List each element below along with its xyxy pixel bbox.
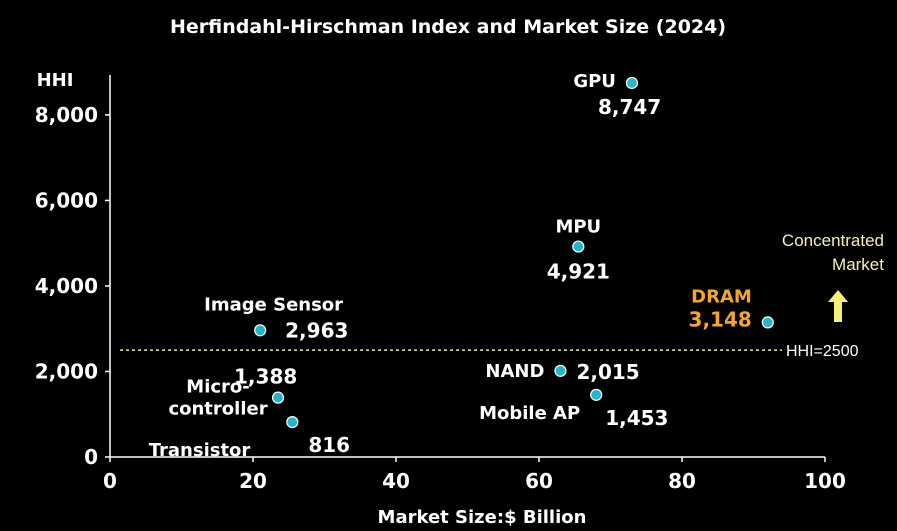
point-value-label: 1,388 (234, 365, 297, 389)
chart-title: Herfindahl-Hirschman Index and Market Si… (170, 16, 726, 38)
point-value-label: 1,453 (605, 406, 668, 430)
x-tick-label: 40 (382, 469, 410, 493)
data-point (590, 388, 603, 401)
point-value-label: 3,148 (689, 307, 752, 331)
threshold-label: HHI=2500 (786, 343, 859, 360)
x-tick-label: 100 (804, 469, 846, 493)
data-point (554, 364, 567, 377)
point-name-label: NAND (485, 361, 544, 382)
x-axis-label: Market Size:$ Billion (378, 507, 587, 528)
data-point (286, 416, 299, 429)
point-name-label: Micro-controller (168, 377, 267, 420)
point-value-label: 2,963 (285, 318, 348, 342)
annotation-text: Market (832, 255, 884, 274)
point-value-label: 2,015 (576, 360, 639, 384)
axes-group: 0 2,000 4,000 6,000 8,000 0 20 40 60 80 100 (35, 75, 846, 493)
annotation-group: Concentrated Market (782, 231, 884, 322)
up-arrow-icon (828, 290, 848, 322)
data-point (254, 324, 267, 337)
point-value-label: 8,747 (598, 95, 661, 119)
threshold-group: HHI=2500 (120, 343, 859, 360)
x-tick-label: 80 (668, 469, 696, 493)
data-point (572, 240, 585, 253)
data-point (271, 391, 285, 404)
y-tick-label: 0 (84, 445, 98, 469)
y-tick-label: 6,000 (35, 188, 98, 212)
point-name-label: Image Sensor (204, 294, 343, 315)
annotation-text: Concentrated (782, 231, 884, 250)
point-name-label: MPU (555, 217, 601, 238)
point-name-label: GPU (573, 71, 616, 92)
point-name-label: DRAM (691, 286, 752, 307)
x-tick-label: 20 (239, 469, 267, 493)
point-name-label: Transistor (149, 440, 251, 461)
y-tick-label: 4,000 (35, 274, 98, 298)
data-point (761, 316, 774, 329)
x-tick-label: 60 (525, 469, 553, 493)
x-tick-label: 0 (103, 469, 117, 493)
y-tick-label: 8,000 (35, 103, 98, 127)
y-tick-label: 2,000 (35, 359, 98, 383)
data-point (625, 76, 639, 90)
y-axis-label: HHI (37, 70, 74, 91)
point-value-label: 4,921 (547, 260, 610, 284)
point-name-label: Mobile AP (479, 403, 580, 424)
point-value-label: 816 (308, 433, 350, 457)
